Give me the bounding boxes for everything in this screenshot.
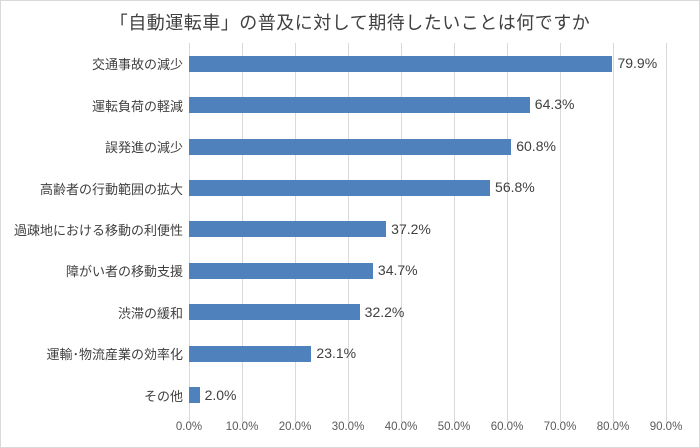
axis-tick-label: 10.0% xyxy=(225,421,259,433)
gridline xyxy=(613,43,614,422)
gridline xyxy=(401,43,402,422)
value-label: 64.3% xyxy=(534,96,575,113)
bar xyxy=(189,180,491,197)
axis-tick-label: 60.0% xyxy=(490,421,524,433)
axis-tick-label: 40.0% xyxy=(384,421,418,433)
category-label: 交通事故の減少 xyxy=(91,57,183,73)
bar xyxy=(189,304,360,321)
bar-row: その他 2.0% xyxy=(1,375,699,416)
gridline xyxy=(454,43,455,422)
bar xyxy=(189,55,613,72)
bar-row: 運転負荷の軽減 64.3% xyxy=(1,84,699,125)
axis-tick-label: 0.0% xyxy=(175,421,203,433)
axis-tick-label: 80.0% xyxy=(596,421,630,433)
bar xyxy=(189,262,373,279)
gridline xyxy=(666,43,667,422)
gridline xyxy=(560,43,561,422)
bar xyxy=(189,387,200,404)
bar-row: 運輸･物流産業の効率化 23.1% xyxy=(1,333,699,374)
category-label: 誤発進の減少 xyxy=(104,140,183,156)
value-label: 37.2% xyxy=(391,220,431,237)
bar xyxy=(189,345,312,362)
category-label: 障がい者の移動支援 xyxy=(65,264,183,280)
value-label: 23.1% xyxy=(316,345,357,362)
axis-tick-label: 70.0% xyxy=(543,421,577,433)
value-label: 60.8% xyxy=(516,137,556,154)
category-label: 運輸･物流産業の効率化 xyxy=(46,347,183,363)
category-label: 運転負荷の軽減 xyxy=(91,98,183,114)
bar-row: 交通事故の減少 79.9% xyxy=(1,43,699,84)
value-label: 79.9% xyxy=(617,55,658,71)
bar xyxy=(189,221,387,238)
bar-row: 誤発進の減少 60.8% xyxy=(1,126,699,167)
axis-tick-label: 20.0% xyxy=(278,421,312,433)
category-label: 渋滞の緩和 xyxy=(117,305,183,321)
bar-row: 障がい者の移動支援 34.7% xyxy=(1,250,699,291)
bar-row: 過疎地における移動の利便性 37.2% xyxy=(1,209,699,250)
chart-title: 「自動運転車」の普及に対して期待したいことは何ですか xyxy=(109,13,591,33)
bar xyxy=(189,138,512,155)
axis-tick-label: 30.0% xyxy=(331,421,365,433)
category-label: 高齢者の行動範囲の拡大 xyxy=(39,181,183,197)
category-label: その他 xyxy=(143,388,183,404)
value-label: 32.2% xyxy=(364,303,405,320)
category-label: 過疎地における移動の利便性 xyxy=(13,222,183,238)
bar xyxy=(189,97,530,114)
gridline xyxy=(507,43,508,422)
value-label: 2.0% xyxy=(204,386,237,403)
value-label: 34.7% xyxy=(377,262,418,279)
axis-tick-label: 90.0% xyxy=(649,421,683,433)
bar-row: 渋滞の緩和 32.2% xyxy=(1,292,699,333)
value-label: 56.8% xyxy=(495,179,535,196)
bar-row: 高齢者の行動範囲の拡大 56.8% xyxy=(1,167,699,208)
axis-tick-label: 50.0% xyxy=(437,421,471,433)
